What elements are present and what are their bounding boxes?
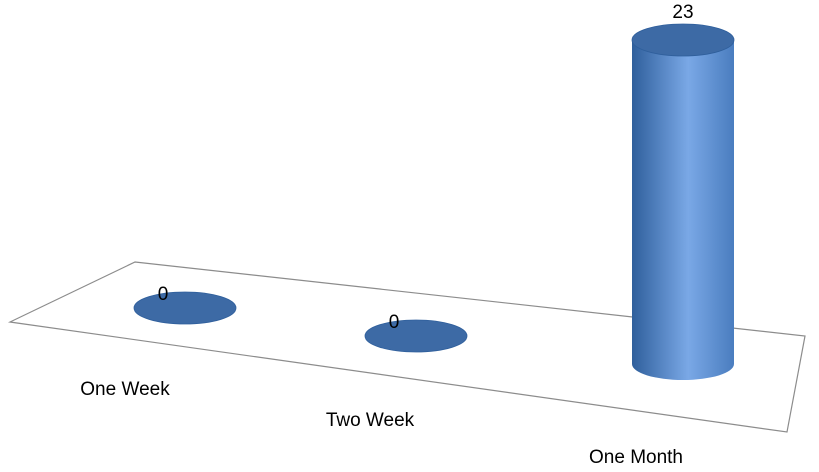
chart-floor (7, 261, 806, 433)
category-label-one-week: One Week (80, 379, 170, 400)
bar-one-month (632, 40, 734, 380)
category-label-one-month: One Month (589, 447, 683, 468)
data-label-two-week: 0 (389, 312, 400, 333)
data-label-one-week: 0 (158, 284, 169, 305)
category-label-two-week: Two Week (326, 410, 415, 431)
chart-marks: 0 One Week 0 Two Week 23 One Month (80, 2, 735, 468)
data-label-one-month: 23 (672, 2, 693, 23)
bar-top-one-week (133, 291, 237, 325)
bar-top-one-month (631, 23, 735, 57)
bar-top-two-week (364, 319, 468, 353)
